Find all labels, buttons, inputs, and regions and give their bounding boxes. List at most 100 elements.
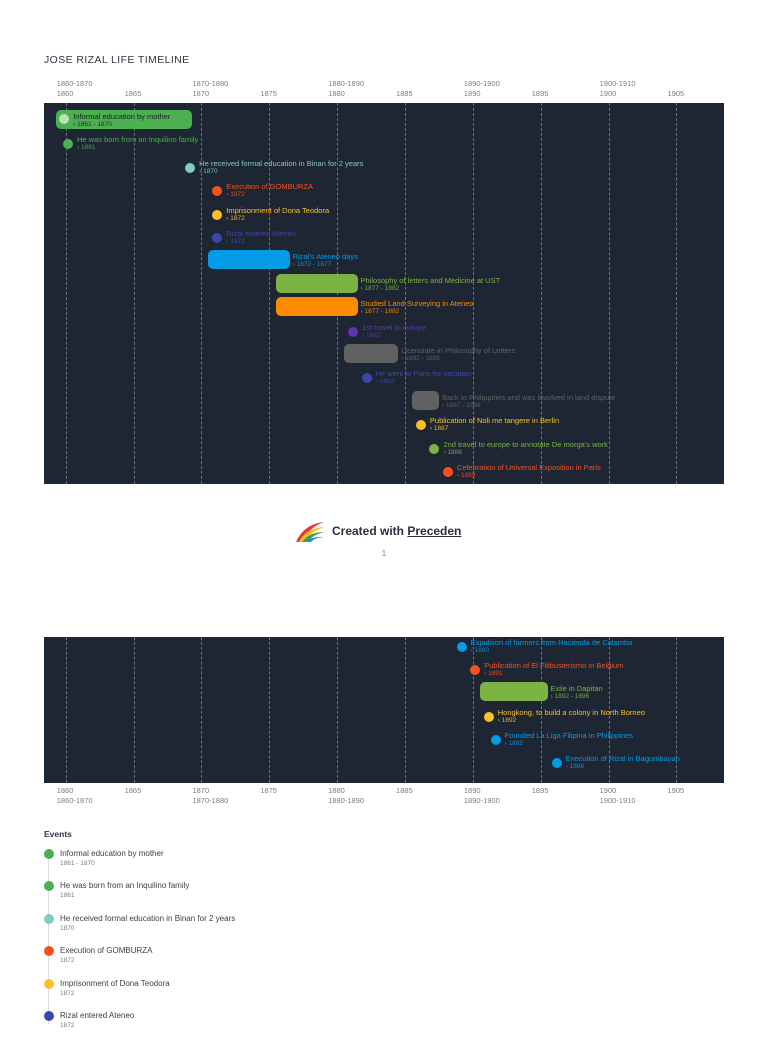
timeline-dot xyxy=(212,186,223,197)
timeline-event-date: › 1877 - 1882 xyxy=(360,284,400,292)
event-list-dot xyxy=(44,978,54,989)
timeline-panel-1: Informal education by mother › 1861 - 187… xyxy=(44,103,724,484)
axis-year-label: 1905 xyxy=(667,786,685,795)
axis-decade-label: 1870-1880 xyxy=(192,796,229,805)
timeline-event-label: Execution of GOMBURZA xyxy=(226,182,313,192)
timeline-event-date: › 1887 - 1888 xyxy=(441,401,481,409)
events-connector-line xyxy=(48,856,49,1024)
timeline-event-date: › 1889 xyxy=(457,472,476,479)
axis-year-label: 1905 xyxy=(667,89,685,98)
timeline-event-date: › 1892 - 1896 xyxy=(550,693,590,701)
event-list-dot xyxy=(44,913,54,924)
timeline-event-label: Expulsion of farmers from Hacienda de Ca… xyxy=(470,638,633,647)
event-list-item: Execution of GOMBURZA 1872 xyxy=(44,946,444,972)
timeline-bar xyxy=(208,250,290,270)
axis-year-label: 1885 xyxy=(396,786,413,795)
axis-decade-label: 1890-1900 xyxy=(463,796,500,805)
timeline-event-label: He went to Paris for vacation xyxy=(375,369,472,379)
timeline-event-label: Rizal entered Ateneo xyxy=(226,229,296,238)
timeline-bar xyxy=(479,682,548,702)
brand-text: Created with Preceden xyxy=(332,524,461,538)
event-list-title: He was born from an Inquilino family xyxy=(60,881,190,891)
gridline xyxy=(540,103,542,484)
timeline-event-date: › 1872 xyxy=(226,191,245,199)
timeline-dot xyxy=(551,758,562,768)
page-number: 1 xyxy=(381,549,387,558)
gridline xyxy=(201,103,203,484)
brand-prefix: Created with xyxy=(332,524,405,538)
gridline xyxy=(540,637,542,783)
timeline-event-date: › 1892 xyxy=(504,739,523,747)
gridline xyxy=(201,637,203,783)
timeline-event-date: › 1892 xyxy=(497,716,517,724)
event-list-date: 1872 xyxy=(60,989,75,997)
axis-decade-label: 1860-1870 xyxy=(56,79,93,88)
axis-decade-label: 1870-1880 xyxy=(192,79,229,88)
axis-year-label: 1895 xyxy=(531,786,549,795)
events-heading: Events xyxy=(44,829,72,839)
gridline xyxy=(65,637,67,783)
timeline-event-date: › 1872 xyxy=(226,214,245,222)
timeline-event-label: He received formal education in Binan fo… xyxy=(199,158,364,168)
timeline-event-label: Publication of Noli me tangere in Berlin xyxy=(429,416,560,426)
timeline-event-label: 2nd travel to europe to annotate De morg… xyxy=(443,439,608,449)
timeline-event-label: Execution of Rizal in Bagumbayan xyxy=(565,754,680,763)
axis-year-label: 1875 xyxy=(260,89,277,98)
timeline-bar xyxy=(276,273,358,293)
timeline-event-label: Publication of El Filibusterismo in Belg… xyxy=(484,661,624,671)
timeline-event-label: Exile in Dapitan xyxy=(550,684,603,694)
preceden-brand[interactable]: Created with Preceden xyxy=(294,516,461,546)
event-list-dot xyxy=(44,849,54,859)
event-list-title: Imprisonment of Dona Teodora xyxy=(60,978,170,988)
axis-year-label: 1880 xyxy=(328,786,345,795)
timeline-event-date: › 1870 xyxy=(199,167,218,175)
axis-top: 1860-1870 1870-1880 1880-1890 1890-1900 1900… xyxy=(0,79,768,103)
gridline xyxy=(608,103,610,484)
timeline-event-label: Celebration of Universal Exposition in P… xyxy=(457,463,601,472)
axis-year-label: 1865 xyxy=(124,786,142,795)
axis-year-label: 1860 xyxy=(56,89,74,98)
timeline-event-date: › 1877 - 1882 xyxy=(360,308,400,316)
timeline-dot xyxy=(443,467,454,477)
axis-year-label: 1880 xyxy=(328,89,345,98)
timeline-dot xyxy=(348,326,359,337)
axis-year-label: 1900 xyxy=(599,89,617,98)
event-list-dot xyxy=(44,1011,54,1021)
timeline-event-date: › 1872 xyxy=(226,238,245,245)
axis-year-label: 1860 xyxy=(56,786,74,795)
page-title: JOSE RIZAL LIFE TIMELINE xyxy=(44,54,190,66)
axis-decade-label: 1860-1870 xyxy=(56,796,93,805)
timeline-event-label: Philosophy of letters and Medicine at US… xyxy=(360,275,501,285)
timeline-event-date: › 1896 xyxy=(565,763,585,770)
timeline-panel-2: Expulsion of farmers from Hacienda de Ca… xyxy=(44,637,724,783)
event-list-item: Imprisonment of Dona Teodora 1872 xyxy=(44,978,444,1005)
axis-year-label: 1900 xyxy=(599,786,617,795)
event-list-dot xyxy=(44,881,54,892)
axis-decade-label: 1890-1900 xyxy=(463,79,500,88)
timeline-event-date: › 1882 - 1885 xyxy=(401,355,440,362)
axis-decade-label: 1900-1910 xyxy=(599,79,636,88)
event-list-title: He received formal education in Binan fo… xyxy=(60,913,236,923)
event-list-title: Rizal entered Ateneo xyxy=(60,1011,135,1020)
timeline-event-label: Founded La Liga Filipina in Philippines xyxy=(504,730,633,740)
event-list-date: 1872 xyxy=(60,957,75,965)
gridline xyxy=(65,103,67,484)
event-list-title: Execution of GOMBURZA xyxy=(60,946,153,956)
brand-link[interactable]: Preceden xyxy=(407,524,462,538)
axis-year-label: 1865 xyxy=(124,89,142,98)
timeline-dot xyxy=(429,443,440,454)
timeline-event-label: 1st travel to europe xyxy=(362,322,427,332)
gridline xyxy=(337,637,339,783)
event-list-date: 1861 xyxy=(60,892,75,900)
timeline-event-label: Back to Philippines and was involved in … xyxy=(441,392,616,402)
event-list-date: 1870 xyxy=(60,924,75,932)
axis-year-label: 1895 xyxy=(531,89,549,98)
event-list-item: He was born from an Inquilino family 1861 xyxy=(44,881,444,907)
timeline-dot xyxy=(212,233,223,243)
axis-decade-label: 1880-1890 xyxy=(328,79,365,88)
gridline xyxy=(472,637,474,783)
event-list-item: He received formal education in Binan fo… xyxy=(44,913,444,940)
axis-decade-label: 1900-1910 xyxy=(599,796,636,805)
timeline-dot xyxy=(59,114,70,124)
axis-year-label: 1870 xyxy=(192,89,210,98)
